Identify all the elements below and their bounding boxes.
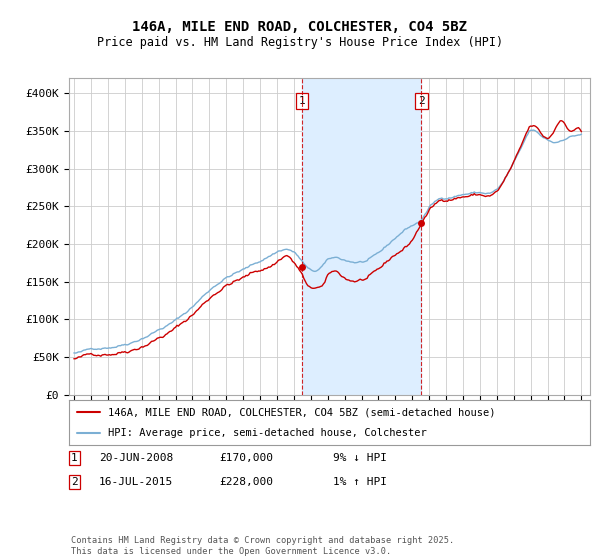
Text: 1: 1 [71, 452, 77, 463]
Text: 1% ↑ HPI: 1% ↑ HPI [333, 477, 387, 487]
Text: 1: 1 [298, 96, 305, 106]
Text: HPI: Average price, semi-detached house, Colchester: HPI: Average price, semi-detached house,… [108, 428, 427, 438]
Text: 2: 2 [418, 96, 425, 106]
Text: £170,000: £170,000 [219, 452, 273, 463]
Text: Price paid vs. HM Land Registry's House Price Index (HPI): Price paid vs. HM Land Registry's House … [97, 36, 503, 49]
Bar [302, 78, 421, 395]
Text: 20-JUN-2008: 20-JUN-2008 [99, 452, 173, 463]
Text: 2: 2 [71, 477, 77, 487]
Text: £228,000: £228,000 [219, 477, 273, 487]
Text: 16-JUL-2015: 16-JUL-2015 [99, 477, 173, 487]
Text: Contains HM Land Registry data © Crown copyright and database right 2025.
This d: Contains HM Land Registry data © Crown c… [71, 536, 454, 556]
Text: 146A, MILE END ROAD, COLCHESTER, CO4 5BZ (semi-detached house): 146A, MILE END ROAD, COLCHESTER, CO4 5BZ… [108, 408, 496, 418]
Text: 146A, MILE END ROAD, COLCHESTER, CO4 5BZ: 146A, MILE END ROAD, COLCHESTER, CO4 5BZ [133, 20, 467, 34]
Text: 9% ↓ HPI: 9% ↓ HPI [333, 452, 387, 463]
